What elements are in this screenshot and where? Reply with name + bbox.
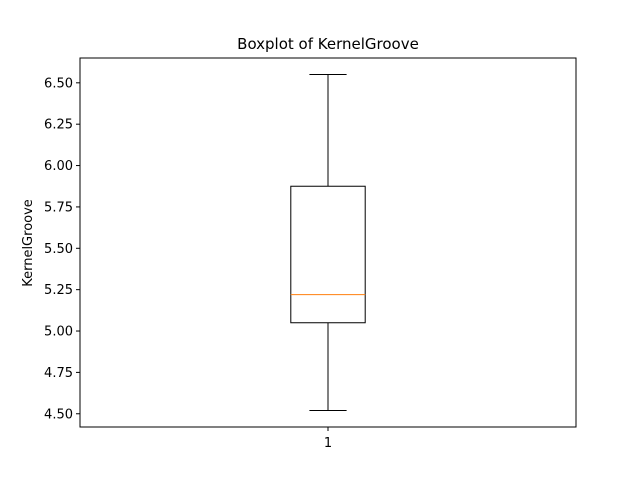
chart-title: Boxplot of KernelGroove [237,35,419,53]
y-axis: 4.50 4.75 5.00 5.25 5.50 5.75 6.00 6.25 6.50 [44,76,80,422]
y-tick-label: 6.00 [44,159,73,174]
y-axis-label: KernelGroove [21,199,36,287]
interquartile-box [290,185,366,324]
x-tick-label: 1 [324,436,332,451]
y-tick-label: 6.25 [44,118,73,133]
x-axis: 1 [324,427,332,451]
y-tick-label: 4.50 [44,407,73,422]
y-tick-label: 5.50 [44,242,73,257]
y-tick-label: 6.50 [44,76,73,91]
y-tick-label: 5.00 [44,325,73,340]
y-tick-label: 5.75 [44,200,73,215]
y-tick-label: 5.25 [44,283,73,298]
y-tick-label: 4.75 [44,366,73,381]
box-series [290,74,366,411]
